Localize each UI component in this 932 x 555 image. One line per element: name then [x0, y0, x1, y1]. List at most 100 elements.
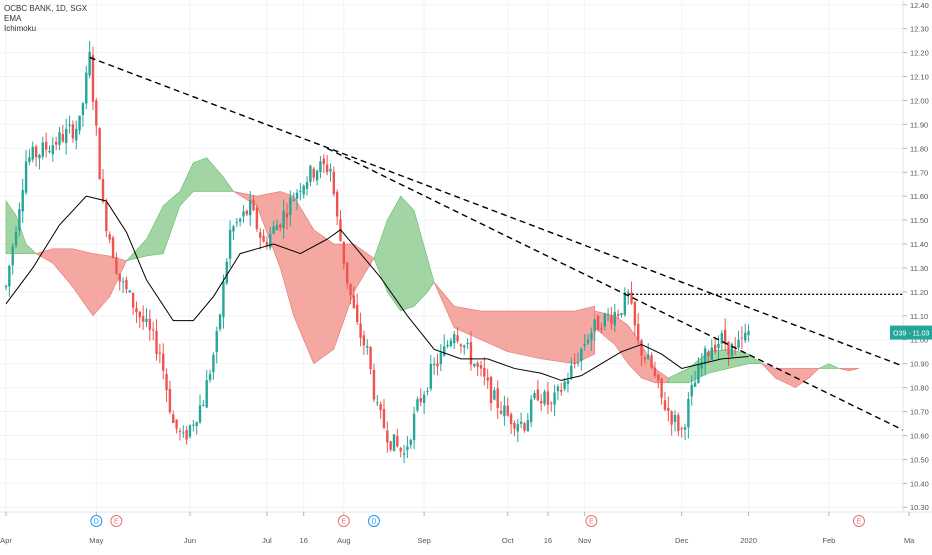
candle-down [499, 410, 503, 414]
candle-up [429, 363, 433, 389]
candle-up [570, 365, 573, 379]
candle-up [422, 394, 426, 404]
ema-legend-item[interactable]: EMA [4, 14, 22, 23]
price-tick-label: 11.50 [910, 216, 928, 225]
candle-down [523, 423, 526, 431]
candle-up [576, 362, 580, 364]
time-tick-label: Oct [502, 536, 515, 545]
candle-up [205, 380, 208, 408]
symbol-title: OCBC BANK, 1D, SGX [4, 4, 88, 13]
candle-up [329, 168, 332, 172]
candle-down [322, 158, 325, 165]
candle-down [637, 323, 640, 341]
candle-up [222, 281, 225, 318]
time-tick-label: Feb [822, 536, 835, 545]
chart-legend: OCBC BANK, 1D, SGX EMA Ichimoku [4, 4, 87, 34]
candle-up [302, 185, 305, 195]
candle-down [34, 146, 38, 158]
candle-up [703, 348, 707, 365]
candle-up [620, 313, 623, 316]
candle-up [232, 226, 235, 232]
candle-up [402, 453, 406, 455]
candle-down [506, 405, 509, 416]
dividend-marker[interactable]: D [90, 515, 103, 527]
time-tick-label: 2020 [740, 536, 757, 545]
candle-down [379, 404, 382, 411]
candle-down [469, 342, 473, 365]
candle-down [115, 257, 118, 274]
candle-up [121, 281, 125, 283]
ichimoku-legend-item[interactable]: Ichimoku [4, 24, 37, 33]
candle-down [657, 374, 660, 381]
candle-up [228, 229, 232, 259]
candle-down [362, 335, 366, 346]
candle-down [663, 400, 667, 410]
candle-up [28, 157, 31, 162]
cloud-bullish [373, 195, 435, 312]
event-letter: D [94, 519, 99, 526]
candle-down [91, 55, 95, 102]
candle-up [198, 405, 202, 423]
earnings-marker[interactable]: E [337, 515, 350, 527]
candle-up [248, 200, 252, 216]
candle-down [265, 242, 269, 246]
price-tick-label: 10.70 [910, 408, 929, 417]
price-tick-label: 12.30 [910, 25, 929, 34]
earnings-marker[interactable]: E [110, 515, 123, 527]
candle-down [546, 391, 550, 405]
time-tick-label: Aug [337, 536, 350, 545]
candle-up [690, 384, 693, 397]
candle-up [78, 115, 81, 131]
trendline [89, 56, 910, 370]
candle-down [245, 210, 249, 215]
cloud-bullish [5, 200, 37, 254]
dividend-marker[interactable]: D [367, 515, 380, 527]
candle-down [723, 329, 727, 345]
resistance-level: 11.19 [628, 287, 932, 302]
price-tick-label: 11.40 [910, 240, 928, 249]
earnings-marker[interactable]: E [852, 515, 865, 527]
candle-down [476, 363, 479, 367]
candle-up [693, 382, 697, 387]
last-price-tag [890, 325, 932, 340]
candle-down [660, 378, 663, 398]
candle-down [332, 171, 336, 194]
cloud-bearish [761, 363, 820, 388]
candle-up [68, 124, 71, 126]
candle-up [606, 314, 610, 316]
price-tick-label: 10.30 [910, 503, 929, 512]
price-tick-label: 12.40 [910, 1, 929, 10]
candle-down [352, 295, 356, 308]
candle-down [573, 362, 576, 364]
candle-down [165, 373, 168, 391]
cloud-bullish [668, 349, 763, 384]
candle-up [58, 132, 61, 145]
candle-up [235, 222, 239, 224]
candle-down [335, 191, 339, 217]
candle-up [439, 352, 443, 364]
candle-down [151, 329, 155, 331]
candle-up [747, 331, 750, 336]
candle-up [51, 145, 55, 155]
candle-up [212, 354, 215, 373]
candle-up [38, 154, 41, 159]
time-tick-label: 16 [544, 536, 552, 545]
earnings-marker[interactable]: E [585, 515, 598, 527]
candle-down [630, 292, 633, 304]
candle-down [349, 283, 352, 295]
event-letter: E [857, 519, 862, 526]
candle-up [566, 380, 570, 385]
candle-down [389, 441, 392, 450]
price-tick-label: 10.40 [910, 479, 929, 488]
candle-up [613, 312, 616, 326]
price-tick-label: 11.90 [910, 120, 928, 129]
candle-up [8, 265, 11, 287]
candle-down [44, 141, 48, 150]
candle-down [135, 308, 138, 313]
candle-down [158, 352, 162, 354]
candle-up [128, 290, 131, 293]
candle-down [513, 423, 516, 429]
candle-up [553, 392, 556, 405]
